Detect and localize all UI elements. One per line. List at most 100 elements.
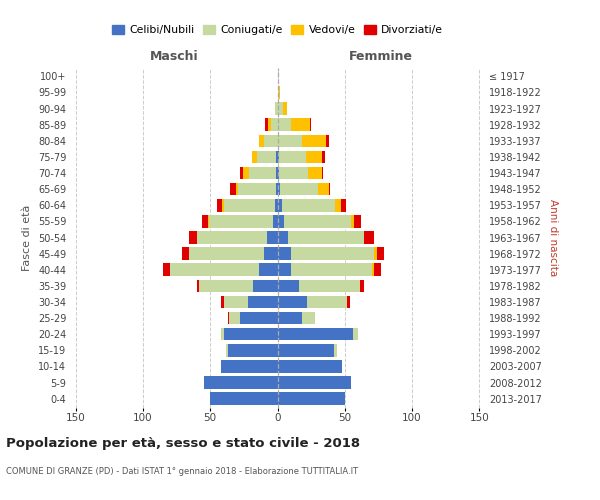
Bar (277, 199, 281, 211)
Bar (277, 215, 284, 228)
Bar (228, 312, 229, 324)
Bar (371, 264, 374, 276)
Bar (277, 392, 345, 405)
Bar (257, 150, 276, 163)
Bar (264, 248, 277, 260)
Bar (374, 248, 377, 260)
Bar (283, 102, 287, 115)
Bar (308, 167, 322, 179)
Bar (271, 118, 277, 131)
Bar (318, 183, 329, 196)
Bar (210, 392, 277, 405)
Bar (277, 344, 334, 356)
Bar (276, 167, 277, 179)
Bar (280, 183, 318, 196)
Bar (228, 344, 277, 356)
Bar (259, 264, 277, 276)
Y-axis label: Fasce di età: Fasce di età (22, 204, 32, 270)
Bar (359, 280, 364, 292)
Bar (291, 264, 371, 276)
Bar (277, 376, 352, 389)
Bar (268, 118, 271, 131)
Bar (209, 215, 274, 228)
Bar (240, 167, 242, 179)
Bar (288, 231, 364, 244)
Bar (277, 183, 280, 196)
Bar (203, 376, 277, 389)
Bar (277, 134, 302, 147)
Bar (307, 296, 347, 308)
Bar (335, 199, 341, 211)
Bar (265, 118, 268, 131)
Bar (277, 231, 288, 244)
Bar (352, 215, 354, 228)
Bar (377, 248, 384, 260)
Bar (277, 150, 279, 163)
Bar (277, 167, 279, 179)
Bar (226, 344, 228, 356)
Bar (306, 150, 322, 163)
Bar (163, 264, 170, 276)
Bar (329, 183, 330, 196)
Bar (364, 231, 374, 244)
Bar (322, 167, 323, 179)
Bar (353, 328, 358, 340)
Bar (240, 312, 277, 324)
Bar (242, 167, 249, 179)
Bar (302, 134, 326, 147)
Bar (322, 150, 325, 163)
Bar (277, 328, 353, 340)
Bar (221, 360, 277, 372)
Bar (189, 248, 264, 260)
Bar (277, 248, 291, 260)
Bar (334, 344, 337, 356)
Bar (291, 248, 374, 260)
Bar (276, 183, 277, 196)
Bar (238, 183, 276, 196)
Bar (279, 167, 308, 179)
Bar (279, 86, 280, 99)
Bar (277, 264, 291, 276)
Text: Femmine: Femmine (349, 50, 413, 62)
Bar (189, 231, 197, 244)
Bar (277, 280, 299, 292)
Bar (354, 215, 361, 228)
Bar (326, 134, 329, 147)
Bar (202, 215, 208, 228)
Bar (208, 215, 209, 228)
Bar (253, 280, 277, 292)
Bar (170, 264, 259, 276)
Bar (276, 150, 277, 163)
Bar (221, 296, 224, 308)
Bar (264, 134, 277, 147)
Bar (277, 296, 307, 308)
Bar (197, 280, 199, 292)
Bar (299, 280, 359, 292)
Text: COMUNE DI GRANZE (PD) - Dati ISTAT 1° gennaio 2018 - Elaborazione TUTTITALIA.IT: COMUNE DI GRANZE (PD) - Dati ISTAT 1° ge… (6, 468, 358, 476)
Text: Popolazione per età, sesso e stato civile - 2018: Popolazione per età, sesso e stato civil… (6, 438, 360, 450)
Bar (248, 296, 277, 308)
Legend: Celibi/Nubili, Coniugati/e, Vedovi/e, Divorziati/e: Celibi/Nubili, Coniugati/e, Vedovi/e, Di… (107, 20, 448, 39)
Y-axis label: Anni di nascita: Anni di nascita (548, 199, 559, 276)
Bar (284, 215, 352, 228)
Bar (274, 215, 277, 228)
Bar (275, 199, 277, 211)
Bar (277, 312, 302, 324)
Bar (252, 150, 257, 163)
Bar (277, 102, 283, 115)
Bar (197, 231, 267, 244)
Bar (224, 328, 277, 340)
Bar (221, 328, 224, 340)
Bar (341, 199, 346, 211)
Bar (291, 118, 310, 131)
Bar (374, 264, 381, 276)
Bar (277, 118, 291, 131)
Bar (277, 86, 279, 99)
Bar (217, 199, 223, 211)
Bar (275, 102, 277, 115)
Bar (230, 183, 236, 196)
Bar (229, 312, 240, 324)
Bar (279, 150, 306, 163)
Bar (347, 296, 350, 308)
Bar (302, 312, 315, 324)
